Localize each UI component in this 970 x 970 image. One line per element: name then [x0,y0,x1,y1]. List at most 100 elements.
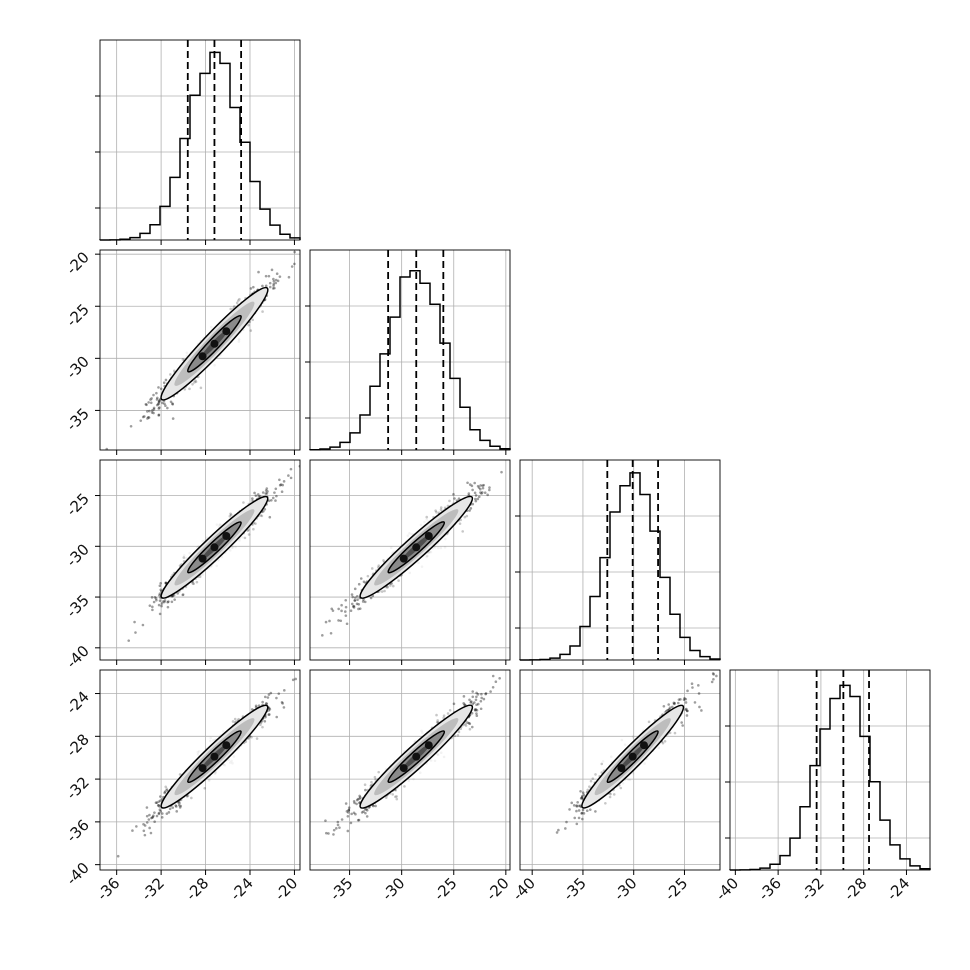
sample-point [149,401,153,405]
sample-point [251,497,254,500]
sample-point [466,481,469,485]
sample-point [421,731,424,734]
sample-point [273,491,276,494]
sample-point [157,800,161,803]
sample-point [165,788,168,792]
sample-point [242,501,245,504]
sample-point [483,491,487,495]
sample-point [476,484,480,488]
sample-point [232,755,236,758]
sample-point [212,738,215,742]
sample-point [479,484,482,487]
sample-point [153,595,157,599]
sample-point [148,813,151,817]
sample-point [153,820,156,823]
sample-point [209,736,213,740]
sample-point [267,693,271,696]
histogram-steps [519,472,721,661]
density-peak [412,543,421,552]
sample-point [195,580,199,584]
sample-point [331,609,335,612]
sample-point [159,588,163,592]
sample-point [165,787,169,791]
histogram-steps [729,684,931,871]
density-peak [210,339,219,348]
sample-point [253,491,256,495]
sample-point [264,274,268,278]
sample-point [217,559,220,562]
sample-point [481,484,484,487]
sample-point [471,502,475,506]
sample-point [165,812,169,815]
sample-point [377,564,381,567]
sample-point [268,713,271,716]
sample-point [372,804,375,808]
sample-point [474,708,478,711]
sample-point [167,600,170,603]
sample-point [446,712,450,715]
sample-point [160,604,163,608]
sample-point [201,539,204,543]
sample-point [481,486,485,490]
sample-point [254,522,257,525]
sample-point [434,509,437,512]
sample-point [465,514,469,518]
sample-point [463,703,466,706]
sample-point [443,506,447,510]
sample-point [143,415,146,418]
sample-point [192,582,196,586]
sample-point [517,442,520,445]
sample-point [470,484,474,488]
histogram-panel-4 [729,669,931,871]
sample-point [135,825,138,828]
sample-point [500,470,503,474]
sample-point [250,708,254,711]
sample-point [150,411,154,414]
sample-point [270,499,273,502]
sample-point [353,599,357,602]
sample-point [171,402,174,405]
sample-point [345,622,349,626]
sample-point [196,750,200,754]
sample-point [170,600,174,604]
sample-point [410,532,413,536]
sample-point [157,402,160,406]
sample-point [468,727,472,731]
sample-point [475,695,478,699]
panel-content [100,670,300,870]
sample-point [155,814,159,818]
sample-point [265,492,269,495]
sample-point [330,607,334,611]
sample-point [166,406,169,410]
sample-point [134,631,137,634]
sample-point [403,785,406,788]
sample-point [358,607,362,610]
sample-point [274,499,277,502]
sample-point [346,829,350,833]
sample-point [436,753,440,757]
sample-point [141,415,145,419]
sample-point [359,577,363,580]
sample-point [166,600,169,604]
scatter-panel-3-2 [309,442,520,661]
sample-point [394,788,398,792]
sample-point [267,274,271,278]
panel-frame [99,669,301,871]
sample-point [355,594,359,598]
sample-point [160,602,164,605]
sample-point [182,556,186,559]
sample-point [412,777,415,781]
sample-point [145,821,149,824]
sample-point [479,699,483,703]
sample-point [227,758,230,762]
sample-point [350,593,354,596]
sample-point [256,493,260,496]
sample-point [183,388,187,391]
sample-point [191,382,194,386]
sample-point [261,310,264,313]
sample-point [151,605,154,609]
sample-point [263,507,267,511]
sample-point [443,546,447,549]
sample-point [476,693,480,696]
sample-point [267,499,271,503]
